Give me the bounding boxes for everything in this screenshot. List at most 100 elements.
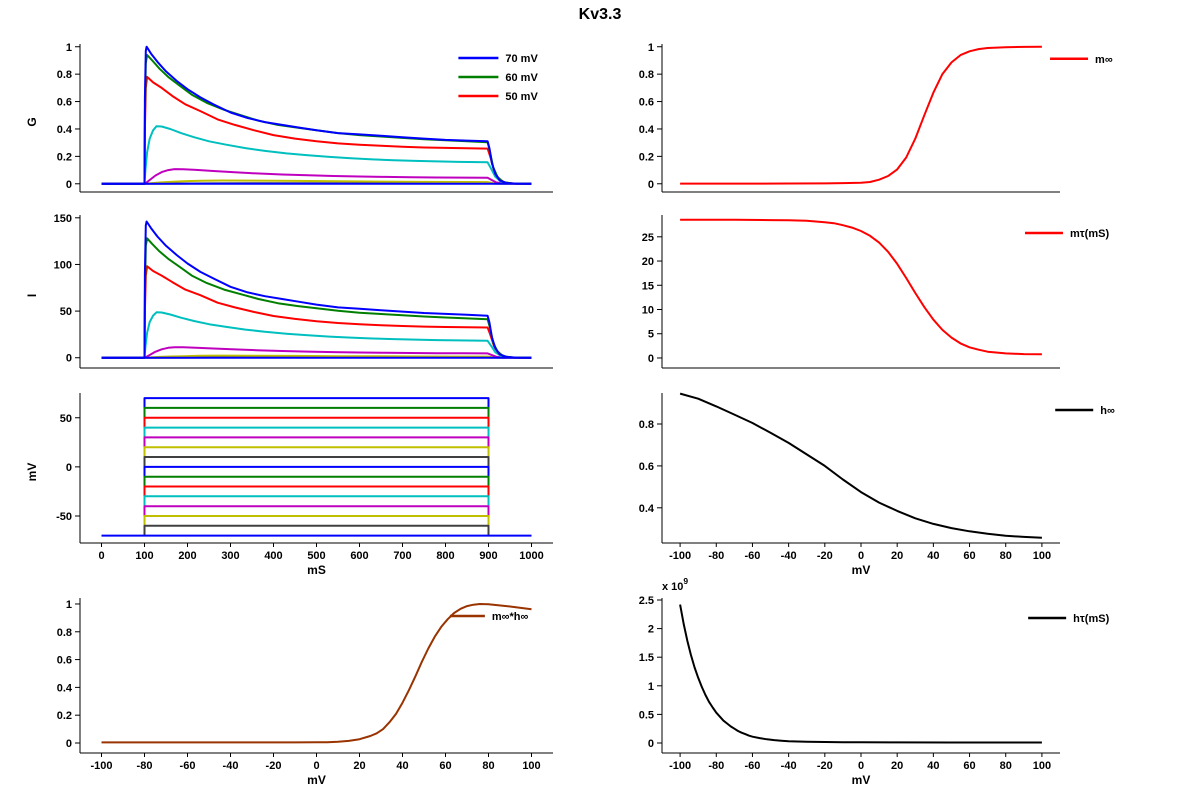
svg-text:-60: -60	[745, 550, 761, 562]
svg-text:0: 0	[98, 550, 104, 562]
svg-text:-50: -50	[56, 511, 72, 523]
svg-text:mS: mS	[307, 563, 326, 577]
svg-text:100: 100	[522, 760, 540, 772]
svg-text:mV: mV	[852, 563, 871, 577]
svg-text:hτ(mS): hτ(mS)	[1073, 613, 1109, 625]
subplot-voltage-protocol: 0 100 200 300 400 500 600 700 800 900 1000 -50 0 50 mS…	[25, 393, 553, 577]
svg-text:0.8: 0.8	[639, 419, 654, 431]
svg-text:15: 15	[642, 280, 654, 292]
svg-text:100: 100	[54, 259, 72, 271]
svg-text:40: 40	[396, 760, 408, 772]
svg-text:0.6: 0.6	[57, 97, 72, 109]
svg-text:1: 1	[648, 42, 654, 54]
svg-text:0.8: 0.8	[57, 69, 72, 81]
svg-text:G: G	[25, 117, 39, 126]
svg-text:100: 100	[1033, 760, 1051, 772]
subplot-current-vs-time: 0 50 100 150 I	[25, 213, 553, 369]
svg-text:-40: -40	[781, 550, 797, 562]
svg-text:0: 0	[313, 760, 319, 772]
svg-text:20: 20	[353, 760, 365, 772]
svg-text:-100: -100	[669, 760, 691, 772]
svg-text:mV: mV	[25, 463, 39, 482]
svg-text:700: 700	[393, 550, 411, 562]
svg-text:0.6: 0.6	[639, 97, 654, 109]
svg-text:0.2: 0.2	[57, 151, 72, 163]
svg-text:0.4: 0.4	[639, 503, 655, 515]
svg-text:1: 1	[66, 599, 72, 611]
svg-text:-20: -20	[817, 550, 833, 562]
subplot-m-infinity: 0 0.2 0.4 0.6 0.8 1 m∞	[639, 42, 1113, 193]
svg-text:0: 0	[66, 462, 72, 474]
svg-text:0: 0	[858, 760, 864, 772]
svg-text:900: 900	[479, 550, 497, 562]
svg-text:40: 40	[927, 760, 939, 772]
subplot-m-tau: 0 5 10 15 20 25 mτ(mS)	[642, 215, 1109, 369]
svg-text:50: 50	[60, 413, 72, 425]
svg-text:mV: mV	[852, 773, 871, 787]
svg-text:0.8: 0.8	[639, 69, 654, 81]
svg-text:-40: -40	[781, 760, 797, 772]
svg-text:60: 60	[963, 550, 975, 562]
svg-text:400: 400	[264, 550, 282, 562]
svg-text:600: 600	[350, 550, 368, 562]
svg-text:20: 20	[642, 256, 654, 268]
figure-title: Kv3.3	[578, 6, 622, 23]
svg-text:50: 50	[60, 306, 72, 318]
svg-text:I: I	[25, 294, 39, 297]
svg-text:-20: -20	[817, 760, 833, 772]
svg-text:0.2: 0.2	[57, 710, 72, 722]
svg-text:-80: -80	[708, 760, 724, 772]
svg-text:1000: 1000	[519, 550, 543, 562]
svg-text:0.6: 0.6	[57, 655, 72, 667]
svg-text:60: 60	[439, 760, 451, 772]
svg-text:0: 0	[66, 353, 72, 365]
svg-text:200: 200	[178, 550, 196, 562]
svg-text:25: 25	[642, 232, 654, 244]
svg-text:0.2: 0.2	[639, 151, 654, 163]
svg-text:80: 80	[1000, 550, 1012, 562]
svg-text:0.4: 0.4	[57, 682, 73, 694]
subplot-minf-hinf-product: -100 -80 -60 -40 -20 0 20 40 60 80 100 0 0.2 0.4 0.6 0.…	[57, 598, 553, 787]
svg-text:-40: -40	[223, 760, 239, 772]
subplot-h-tau: -100 -80 -60 -40 -20 0 20 40 60 80 100 0 0.5 1 1.5 2 2.5…	[639, 576, 1110, 787]
svg-text:100: 100	[1033, 550, 1051, 562]
svg-text:mV: mV	[307, 773, 326, 787]
svg-text:60 mV: 60 mV	[505, 72, 538, 84]
svg-text:0: 0	[66, 179, 72, 191]
svg-text:40: 40	[927, 550, 939, 562]
svg-text:20: 20	[891, 550, 903, 562]
svg-text:h∞: h∞	[1100, 405, 1115, 417]
svg-text:10: 10	[642, 305, 654, 317]
svg-text:5: 5	[648, 329, 654, 341]
svg-text:-100: -100	[90, 760, 112, 772]
svg-text:0: 0	[648, 738, 654, 750]
svg-text:150: 150	[54, 213, 72, 225]
svg-text:m∞*h∞: m∞*h∞	[492, 611, 529, 623]
svg-text:m∞: m∞	[1095, 54, 1113, 66]
svg-text:1.5: 1.5	[639, 652, 654, 664]
svg-text:500: 500	[307, 550, 325, 562]
svg-text:-80: -80	[708, 550, 724, 562]
svg-text:80: 80	[1000, 760, 1012, 772]
svg-text:50 mV: 50 mV	[505, 91, 538, 103]
svg-text:0: 0	[858, 550, 864, 562]
svg-text:300: 300	[221, 550, 239, 562]
svg-text:800: 800	[436, 550, 454, 562]
svg-text:0: 0	[648, 353, 654, 365]
svg-text:0.5: 0.5	[639, 709, 654, 721]
svg-text:60: 60	[963, 760, 975, 772]
svg-text:x 109: x 109	[662, 576, 688, 593]
svg-text:0.8: 0.8	[57, 627, 72, 639]
svg-text:1: 1	[648, 681, 654, 693]
svg-text:0.6: 0.6	[639, 461, 654, 473]
svg-text:2.5: 2.5	[639, 595, 654, 607]
svg-text:80: 80	[482, 760, 494, 772]
svg-text:0.4: 0.4	[57, 124, 73, 136]
svg-text:20: 20	[891, 760, 903, 772]
svg-text:0: 0	[648, 179, 654, 191]
svg-text:-60: -60	[745, 760, 761, 772]
svg-text:-60: -60	[180, 760, 196, 772]
svg-text:100: 100	[135, 550, 153, 562]
svg-text:mτ(mS): mτ(mS)	[1070, 228, 1109, 240]
